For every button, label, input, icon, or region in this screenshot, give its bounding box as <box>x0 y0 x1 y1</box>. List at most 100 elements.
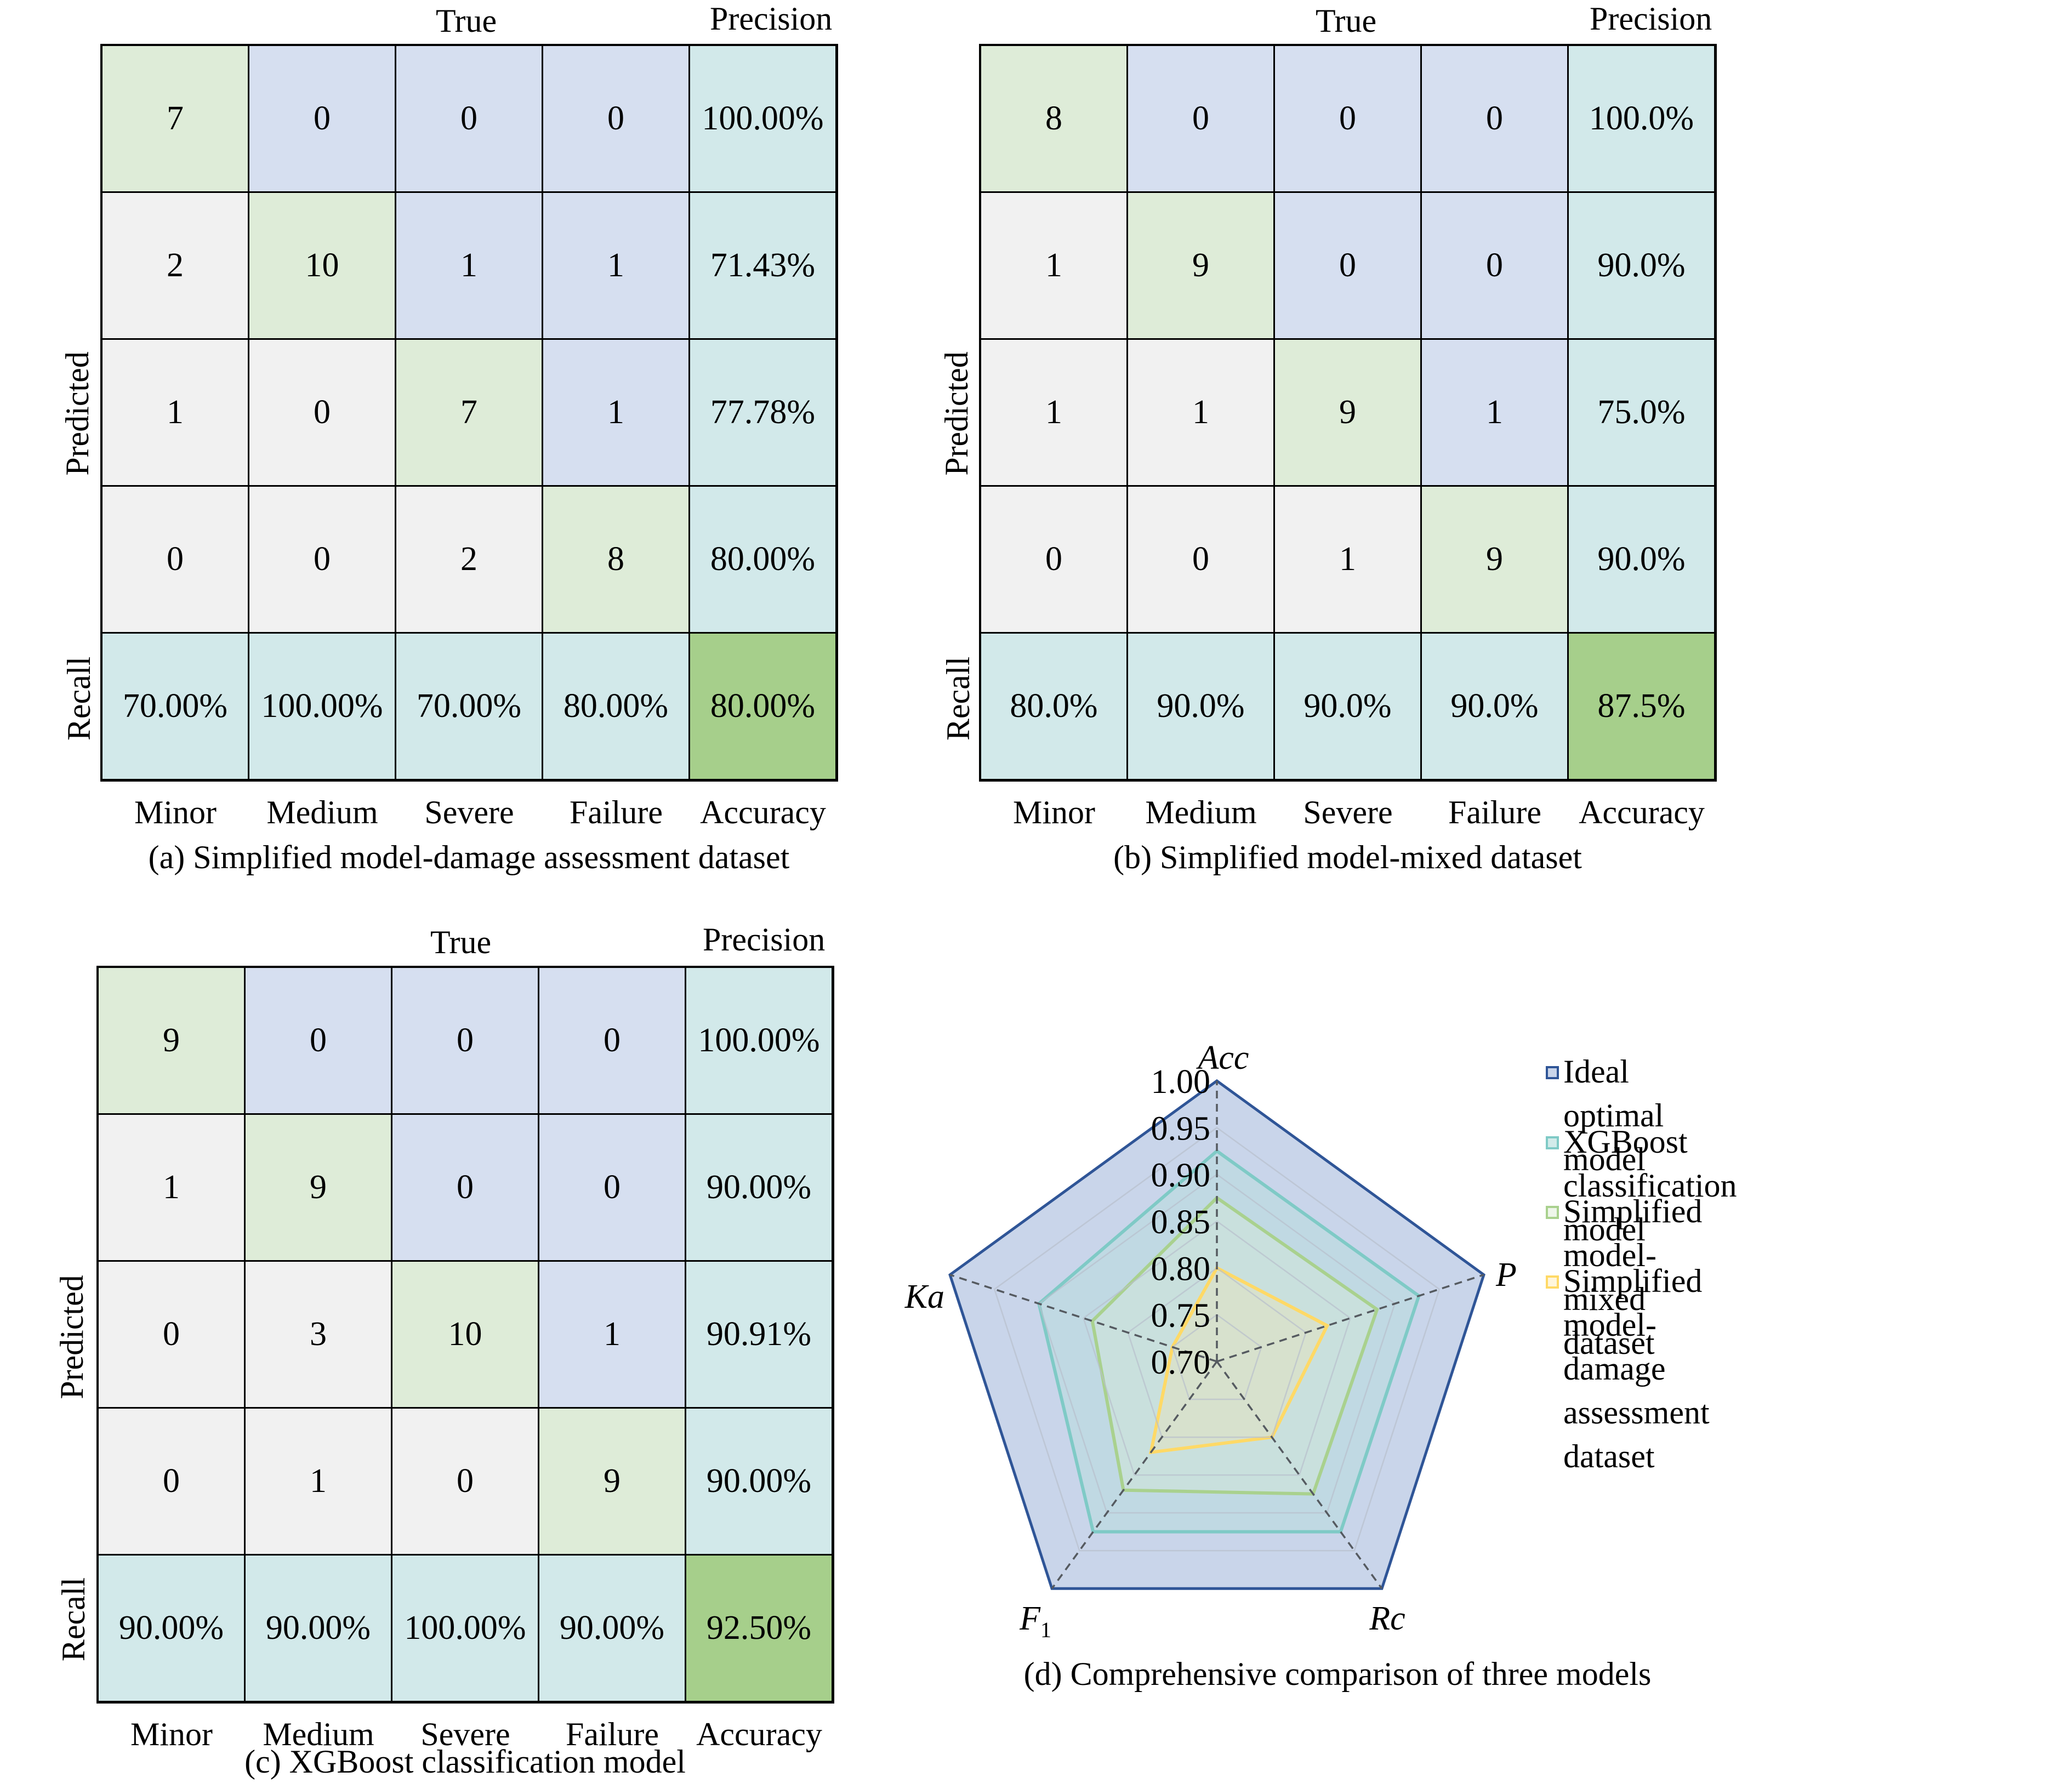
recall-cell: 90.00% <box>538 1554 686 1702</box>
matrix-cell: 0 <box>1421 192 1568 339</box>
radar-axis-label-ka: Ka <box>904 1278 944 1315</box>
recall-cell: 90.0% <box>1274 633 1421 780</box>
matrix-cell: 9 <box>1127 192 1274 339</box>
matrix-cell: 1 <box>542 339 690 486</box>
legend-item-mixed: Simplified model-mixed dataset <box>1546 1189 1702 1365</box>
radar-tick-label: 0.80 <box>1151 1250 1211 1288</box>
recall-cell: 70.00% <box>101 633 249 780</box>
matrix-cell: 0 <box>1421 45 1568 192</box>
legend-label: Ideal optimal model <box>1563 1053 1664 1177</box>
confusion-matrix-c: 9 0 0 0 100.00% 1 9 0 0 90.00% 0 3 10 1 90.91% 0 1 0 9 90.0… <box>96 966 834 1704</box>
radar-axis-label-p: P <box>1495 1256 1517 1294</box>
matrix-cell: 0 <box>244 967 392 1114</box>
column-label: Minor <box>1013 794 1095 830</box>
recall-cell: 70.00% <box>395 633 543 780</box>
matrix-cell: 10 <box>391 1261 539 1408</box>
legend-swatch-ideal <box>1546 1066 1559 1079</box>
precision-label: Precision <box>710 1 833 37</box>
radar-grid-ring <box>1038 1174 1396 1514</box>
legend-swatch-damage <box>1546 1275 1559 1289</box>
column-label: Medium <box>266 794 378 830</box>
matrix-cell: 0 <box>1127 486 1274 633</box>
precision-cell: 90.91% <box>685 1261 833 1408</box>
column-label: Accuracy <box>1579 794 1705 830</box>
column-label: Failure <box>570 794 663 830</box>
radar-axis-label-f1: F1 <box>1019 1600 1051 1642</box>
accuracy-cell: 87.5% <box>1568 633 1715 780</box>
legend-label: Simplified model-damage <box>1563 1263 1703 1387</box>
caption-d: (d) Comprehensive comparison of three mo… <box>1023 1656 1652 1692</box>
precision-cell: 90.00% <box>685 1408 833 1555</box>
column-label: Medium <box>1145 794 1257 830</box>
matrix-cell: 7 <box>395 339 543 486</box>
confusion-matrix-a: 7 0 0 0 100.00% 2 10 1 1 71.43% 1 0 7 1 77.78% 0 0 2 8 80.0… <box>100 44 838 782</box>
radar-grid-ring <box>1083 1220 1351 1476</box>
column-label: Severe <box>420 1716 510 1752</box>
radar-axis-spoke <box>1051 1360 1218 1590</box>
precision-cell: 100.0% <box>1568 45 1715 192</box>
precision-label: Precision <box>1590 1 1712 37</box>
legend-item-damage: Simplified model-damage assessment datas… <box>1546 1259 1710 1478</box>
column-label: Medium <box>263 1716 374 1752</box>
matrix-cell: 8 <box>980 45 1128 192</box>
column-label: Severe <box>424 794 514 830</box>
matrix-cell: 1 <box>244 1408 392 1555</box>
accuracy-cell: 80.00% <box>689 633 836 780</box>
recall-cell: 90.00% <box>244 1554 392 1702</box>
legend-item-xgboost: XGBoost classification model <box>1546 1120 1737 1251</box>
precision-cell: 90.00% <box>685 1114 833 1261</box>
column-label: Accuracy <box>696 1716 822 1752</box>
caption-c: (c) XGBoost classification model <box>244 1744 686 1780</box>
radar-axis-label-rc: Rc <box>1369 1600 1405 1637</box>
radar-tick-label: 0.90 <box>1151 1157 1211 1194</box>
legend-label-line2: assessment dataset <box>1563 1394 1710 1474</box>
matrix-cell: 0 <box>538 967 686 1114</box>
matrix-cell: 8 <box>542 486 690 633</box>
matrix-cell: 1 <box>1127 339 1274 486</box>
recall-cell: 90.00% <box>98 1554 245 1702</box>
matrix-cell: 1 <box>98 1114 245 1261</box>
true-axis-label: True <box>436 3 497 39</box>
precision-cell: 77.78% <box>689 339 836 486</box>
radar-grid-ring <box>993 1126 1441 1552</box>
matrix-cell: 0 <box>101 486 249 633</box>
matrix-cell: 0 <box>980 486 1128 633</box>
radar-axis-spoke <box>1216 1274 1484 1363</box>
radar-axis-spoke <box>1216 1360 1383 1590</box>
precision-cell: 100.00% <box>685 967 833 1114</box>
column-label: Minor <box>134 794 217 830</box>
matrix-cell: 0 <box>248 486 396 633</box>
radar-grid-ring <box>1127 1267 1307 1438</box>
matrix-cell: 0 <box>98 1261 245 1408</box>
recall-cell: 80.00% <box>542 633 690 780</box>
legend-label: XGBoost classification model <box>1563 1124 1737 1247</box>
matrix-cell: 2 <box>101 192 249 339</box>
matrix-cell: 0 <box>391 1114 539 1261</box>
column-label: Failure <box>1448 794 1541 830</box>
matrix-cell: 0 <box>98 1408 245 1555</box>
recall-cell: 100.00% <box>248 633 396 780</box>
precision-cell: 100.00% <box>689 45 836 192</box>
matrix-cell: 1 <box>1421 339 1568 486</box>
true-axis-label: True <box>430 924 492 960</box>
precision-cell: 71.43% <box>689 192 836 339</box>
legend-swatch-xgboost <box>1546 1136 1559 1149</box>
accuracy-cell: 92.50% <box>685 1554 833 1702</box>
precision-label: Precision <box>703 921 826 958</box>
matrix-cell: 1 <box>542 192 690 339</box>
confusion-matrix-b: 8 0 0 0 100.0% 1 9 0 0 90.0% 1 1 9 1 75.0% 0 0 1 9 90.0% 80.… <box>979 44 1717 782</box>
legend-swatch-mixed <box>1546 1206 1559 1219</box>
precision-cell: 80.00% <box>689 486 836 633</box>
matrix-cell: 1 <box>980 339 1128 486</box>
column-label: Failure <box>566 1716 659 1752</box>
matrix-cell: 10 <box>248 192 396 339</box>
precision-cell: 90.0% <box>1568 486 1715 633</box>
precision-cell: 90.0% <box>1568 192 1715 339</box>
caption-a: (a) Simplified model-damage assessment d… <box>148 839 790 875</box>
matrix-cell: 0 <box>542 45 690 192</box>
matrix-cell: 0 <box>391 1408 539 1555</box>
legend-item-ideal: Ideal optimal model <box>1546 1050 1664 1181</box>
recall-cell: 80.0% <box>980 633 1128 780</box>
recall-cell: 90.0% <box>1421 633 1568 780</box>
